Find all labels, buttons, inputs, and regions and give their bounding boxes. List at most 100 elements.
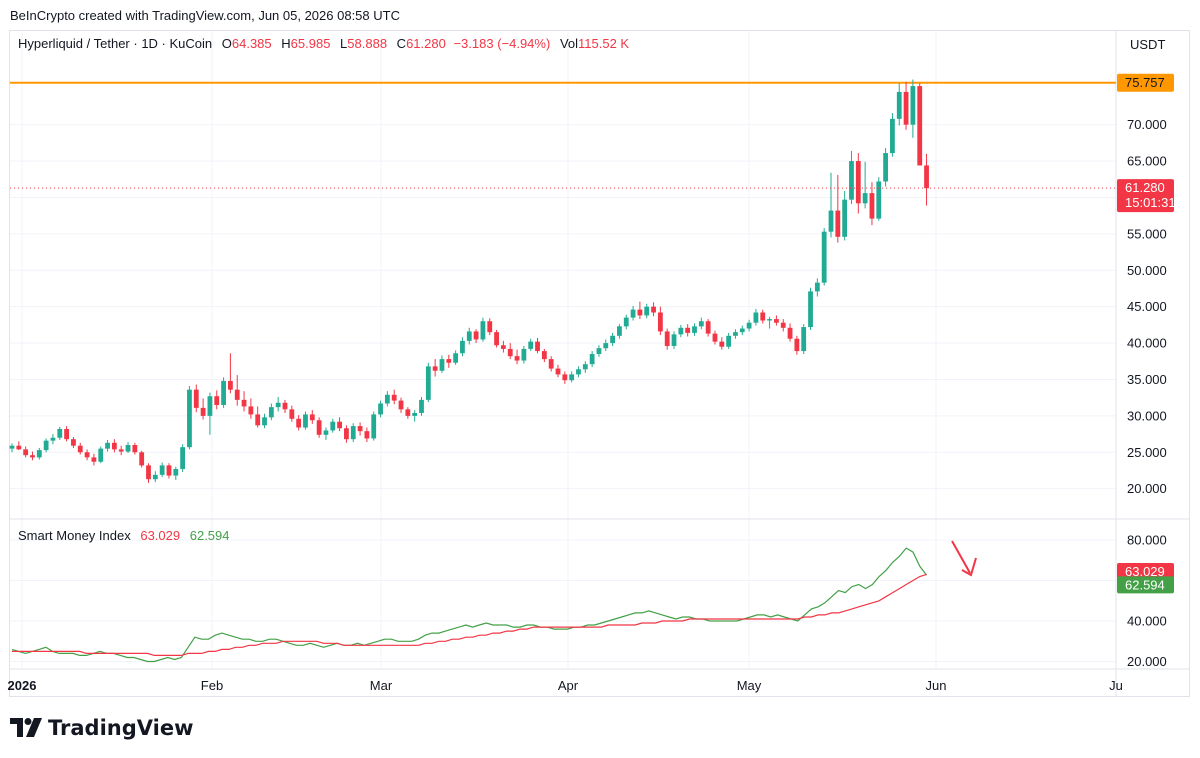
candle: [187, 386, 192, 450]
candle-body: [562, 374, 568, 381]
candle: [657, 306, 663, 336]
candle-body: [289, 409, 295, 419]
candle-body: [132, 445, 138, 453]
candle-body: [896, 91, 902, 119]
symbol-title[interactable]: Hyperliquid / Tether · 1D · KuCoin: [18, 36, 213, 51]
candle-body: [446, 359, 452, 363]
candle-body: [801, 327, 807, 352]
candle-body: [849, 161, 854, 200]
candle-body: [378, 403, 383, 415]
candle: [849, 150, 854, 205]
candle-body: [323, 430, 329, 435]
candle-body: [637, 309, 643, 316]
candle-body: [248, 406, 254, 415]
candle: [241, 391, 247, 412]
candle-body: [30, 455, 35, 458]
candle: [828, 172, 834, 238]
candle: [221, 377, 226, 408]
indicator-axis-tick: 40.000: [1127, 614, 1167, 629]
candle-body: [828, 210, 834, 232]
candle-body: [514, 356, 520, 361]
candle: [896, 83, 902, 126]
smi-signal-badge-text: 63.029: [1125, 564, 1165, 579]
candle: [692, 323, 697, 336]
candle-body: [589, 354, 595, 365]
candle: [780, 319, 786, 332]
candle-body: [98, 448, 104, 462]
candle: [200, 398, 206, 420]
grid-lines: [10, 31, 1117, 668]
high-label: H: [281, 36, 291, 51]
candle: [855, 153, 861, 214]
candle: [330, 418, 336, 433]
price-axis-tick: 25.000: [1127, 445, 1167, 460]
candle-body: [623, 317, 629, 327]
candle: [248, 398, 254, 419]
candle: [432, 359, 438, 377]
candle: [43, 438, 49, 453]
candle-body: [36, 450, 42, 458]
smi-signal-line: [12, 573, 927, 657]
candle: [207, 392, 213, 435]
candle: [671, 331, 677, 349]
candle: [460, 337, 465, 357]
candle: [835, 174, 841, 243]
candle: [678, 324, 684, 338]
candle-body: [166, 465, 172, 476]
candle-body: [84, 452, 90, 458]
candle-body: [739, 328, 745, 333]
candle-body: [23, 449, 29, 456]
candle: [309, 410, 315, 424]
last-price-badge-bg: [1117, 179, 1174, 213]
candle-body: [453, 353, 459, 363]
indicator-name[interactable]: Smart Money Index: [18, 528, 131, 543]
candle-body: [425, 366, 431, 400]
candle-body: [507, 348, 513, 357]
candle: [193, 384, 199, 413]
tradingview-logo[interactable]: TradingView: [10, 716, 193, 740]
candle-body: [610, 335, 615, 344]
candle: [466, 327, 472, 345]
candle: [16, 441, 22, 451]
candle-body: [494, 332, 499, 346]
candle: [446, 354, 452, 368]
candle-body: [541, 351, 547, 360]
candle: [808, 287, 813, 330]
candle: [890, 113, 895, 157]
candle-body: [268, 407, 274, 418]
candle: [344, 425, 349, 443]
candle: [767, 316, 772, 329]
candle-body: [651, 306, 656, 313]
candle: [862, 161, 868, 209]
annotation-arrow-head: [961, 557, 977, 577]
candle: [637, 301, 643, 320]
last-price-badge-text: 61.280: [1125, 180, 1165, 195]
candle-body: [43, 440, 49, 451]
candle: [364, 427, 370, 443]
candle-body: [487, 321, 493, 333]
candle-body: [364, 431, 370, 439]
time-axis-tick: May: [737, 678, 762, 693]
candle: [501, 340, 506, 353]
time-axis-tick: 2026: [8, 678, 37, 693]
candle-body: [159, 465, 165, 475]
candle-body: [576, 369, 581, 375]
candle-body: [678, 327, 684, 335]
price-axis-tick: 30.000: [1127, 408, 1167, 423]
candle-body: [466, 331, 472, 341]
candle: [9, 443, 15, 453]
candle: [726, 332, 732, 349]
currency-label[interactable]: USDT: [1130, 37, 1166, 52]
indicator-value-signal: 63.029: [140, 528, 181, 543]
candle-body: [405, 409, 411, 416]
candle: [760, 309, 766, 324]
candle: [507, 343, 513, 360]
candle: [521, 345, 527, 364]
candle-body: [187, 389, 192, 448]
candle: [924, 153, 929, 206]
candle: [23, 446, 29, 458]
candle-body: [842, 199, 848, 237]
candle: [753, 308, 759, 326]
candle: [84, 449, 90, 461]
